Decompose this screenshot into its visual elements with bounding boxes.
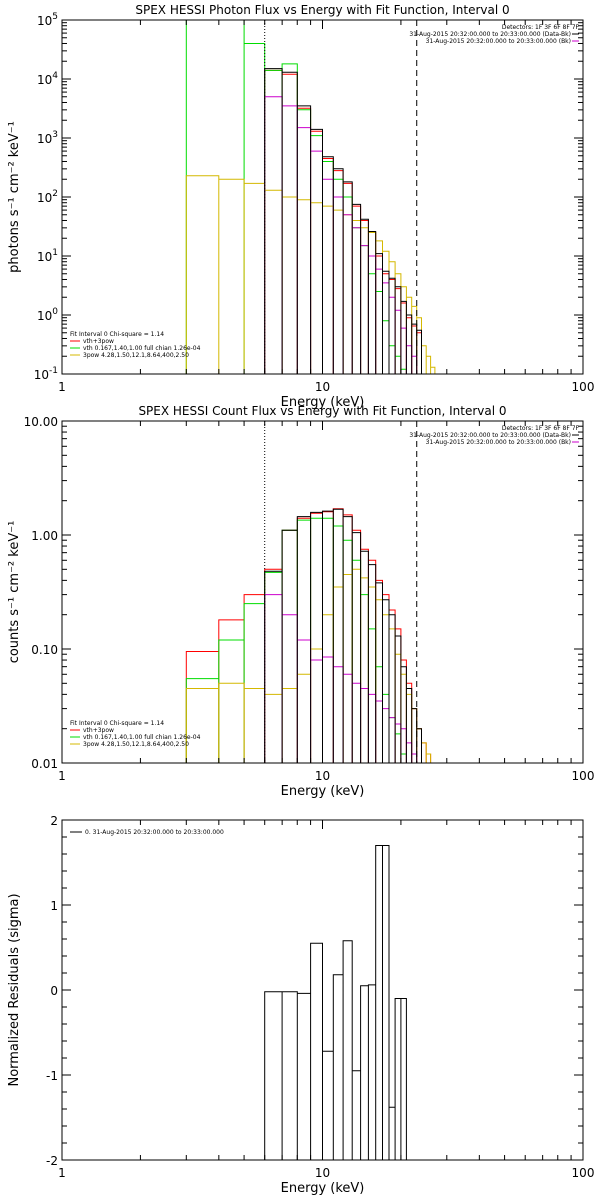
- x-tick-label: 100: [572, 380, 595, 394]
- x-tick-label: 10: [315, 769, 330, 783]
- header-line: Detectors: 1F 3F 6F 8F 7F: [502, 24, 580, 31]
- x-axis-label: Energy (keV): [281, 395, 365, 410]
- header-line: 31-Aug-2015 20:32:00.000 to 20:33:00.000…: [426, 38, 571, 45]
- y-tick-label: 100: [37, 307, 58, 323]
- x-axis-label: Energy (keV): [281, 784, 365, 799]
- y-tick-label: 0.10: [31, 643, 58, 657]
- x-tick-label: 1: [58, 1166, 66, 1180]
- legend: Fit Interval 0 Chi-square = 1.14vth+3pow…: [70, 720, 201, 748]
- x-tick-label: 100: [572, 1166, 595, 1180]
- y-tick-label: 103: [37, 130, 58, 146]
- x-tick-label: 10: [315, 380, 330, 394]
- legend-label: 0. 31-Aug-2015 20:32:00.000 to 20:33:00.…: [85, 829, 224, 836]
- chart-panel-2: SPEX HESSI Count Flux vs Energy with Fit…: [7, 404, 594, 799]
- y-tick-label: -1: [46, 1069, 58, 1083]
- y-tick-label: 101: [37, 248, 58, 264]
- legend: Fit Interval 0 Chi-square = 1.14vth+3pow…: [70, 331, 201, 359]
- x-axis-label: Energy (keV): [281, 1181, 365, 1196]
- y-tick-label: 1.00: [31, 529, 58, 543]
- y-tick-label: 10-1: [34, 366, 58, 382]
- header-line: Detectors: 1F 3F 6F 8F 7F: [502, 425, 580, 432]
- y-tick-label: 2: [50, 814, 58, 828]
- x-tick-label: 1: [58, 769, 66, 783]
- chart-panel-1: SPEX HESSI Photon Flux vs Energy with Fi…: [7, 3, 594, 410]
- chart-panel-3: 1 10 100 Energy (keV) -2 -1 0 1 2 Normalized Resi…: [7, 814, 594, 1196]
- y-axis-label: Normalized Residuals (sigma): [7, 893, 22, 1086]
- panels-container: SPEX HESSI Photon Flux vs Energy with Fi…: [7, 3, 594, 1196]
- legend-label: vth 0.167,1.40,1.00 full chian 1.26e-04: [83, 734, 201, 741]
- y-tick-label: -2: [46, 1154, 58, 1168]
- legend-header: Fit Interval 0 Chi-square = 1.14: [70, 331, 164, 338]
- header-line: 31-Aug-2015 20:32:00.000 to 20:33:00.000…: [409, 432, 571, 439]
- x-tick-label: 100: [572, 769, 595, 783]
- y-axis-label: counts s⁻¹ cm⁻² keV⁻¹: [7, 521, 22, 664]
- header-line: 31-Aug-2015 20:32:00.000 to 20:33:00.000…: [426, 439, 571, 446]
- y-tick-label: 104: [37, 71, 58, 87]
- y-tick-label: 0.01: [31, 757, 58, 771]
- y-axis-label: photons s⁻¹ cm⁻² keV⁻¹: [7, 121, 22, 273]
- y-tick-label: 102: [37, 189, 58, 205]
- legend-label: 3pow 4.28,1.50,12.1,8.64,400,2.50: [83, 741, 189, 748]
- legend-label: vth+3pow: [83, 338, 114, 345]
- header-line: 31-Aug-2015 20:32:00.000 to 20:33:00.000…: [409, 31, 571, 38]
- chart-title: SPEX HESSI Photon Flux vs Energy with Fi…: [135, 3, 509, 17]
- series-group: [264, 845, 422, 1160]
- chart-title: SPEX HESSI Count Flux vs Energy with Fit…: [138, 404, 506, 418]
- legend-header: Fit Interval 0 Chi-square = 1.14: [70, 720, 164, 727]
- x-tick-label: 10: [315, 1166, 330, 1180]
- x-tick-label: 1: [58, 380, 66, 394]
- y-tick-label: 0: [50, 984, 58, 998]
- legend-label: vth+3pow: [83, 727, 114, 734]
- legend-label: 3pow 4.28,1.50,12.1,8.64,400,2.50: [83, 352, 189, 359]
- series-group: [185, 20, 439, 374]
- y-tick-label: 10.00: [24, 415, 58, 429]
- legend-label: vth 0.167,1.40,1.00 full chian 1.26e-04: [83, 345, 201, 352]
- legend: 0. 31-Aug-2015 20:32:00.000 to 20:33:00.…: [70, 829, 224, 836]
- y-tick-label: 105: [37, 12, 58, 28]
- y-tick-label: 1: [50, 899, 58, 913]
- series-line-0-31-aug-2015-20-32-00-000-to-20-33-00-000: [264, 845, 422, 1160]
